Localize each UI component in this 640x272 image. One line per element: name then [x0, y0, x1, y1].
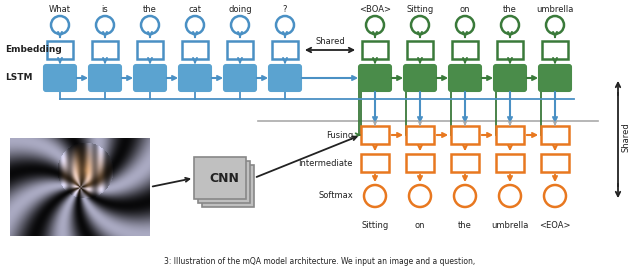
Circle shape [501, 16, 519, 34]
FancyBboxPatch shape [494, 65, 526, 91]
FancyBboxPatch shape [539, 65, 571, 91]
Text: <EOA>: <EOA> [540, 221, 571, 230]
Circle shape [366, 16, 384, 34]
Circle shape [546, 16, 564, 34]
Circle shape [96, 16, 114, 34]
Circle shape [544, 185, 566, 207]
Bar [361, 154, 389, 172]
FancyBboxPatch shape [202, 165, 254, 207]
Text: on: on [415, 221, 425, 230]
Text: Intermediate: Intermediate [298, 159, 353, 168]
Bar [407, 41, 433, 59]
Text: What: What [49, 5, 71, 14]
Text: Shared: Shared [315, 36, 345, 45]
FancyBboxPatch shape [179, 65, 211, 91]
Circle shape [364, 185, 386, 207]
Text: umbrella: umbrella [492, 221, 529, 230]
Bar [47, 41, 73, 59]
Text: umbrella: umbrella [536, 5, 573, 14]
Bar [406, 154, 434, 172]
FancyBboxPatch shape [359, 65, 391, 91]
Text: <BOA>: <BOA> [359, 5, 391, 14]
FancyBboxPatch shape [269, 65, 301, 91]
Text: ?: ? [283, 5, 287, 14]
Circle shape [456, 16, 474, 34]
Text: Embedding: Embedding [5, 45, 61, 54]
Bar [92, 41, 118, 59]
Circle shape [454, 185, 476, 207]
Text: CNN: CNN [209, 172, 239, 184]
Bar [406, 126, 434, 144]
Text: cat: cat [189, 5, 202, 14]
FancyBboxPatch shape [89, 65, 121, 91]
Text: is: is [102, 5, 108, 14]
FancyBboxPatch shape [44, 65, 76, 91]
Text: Sitting: Sitting [406, 5, 434, 14]
FancyBboxPatch shape [198, 161, 250, 203]
Bar [452, 41, 478, 59]
Bar [272, 41, 298, 59]
Bar [451, 126, 479, 144]
Circle shape [186, 16, 204, 34]
Bar [496, 154, 524, 172]
Bar [541, 126, 569, 144]
Text: LSTM: LSTM [5, 73, 33, 82]
Bar [542, 41, 568, 59]
Text: the: the [143, 5, 157, 14]
Text: doing: doing [228, 5, 252, 14]
Circle shape [411, 16, 429, 34]
Text: Shared: Shared [621, 122, 630, 152]
FancyBboxPatch shape [194, 157, 246, 199]
Text: Sitting: Sitting [362, 221, 388, 230]
Bar [227, 41, 253, 59]
Bar [182, 41, 208, 59]
Text: the: the [458, 221, 472, 230]
Bar [496, 126, 524, 144]
Circle shape [141, 16, 159, 34]
FancyBboxPatch shape [449, 65, 481, 91]
FancyBboxPatch shape [134, 65, 166, 91]
Text: Fusing: Fusing [326, 131, 353, 140]
Bar [497, 41, 523, 59]
Circle shape [51, 16, 69, 34]
FancyBboxPatch shape [224, 65, 256, 91]
Bar [137, 41, 163, 59]
Bar [362, 41, 388, 59]
Bar [541, 154, 569, 172]
Text: Softmax: Softmax [318, 191, 353, 200]
Text: the: the [503, 5, 517, 14]
Circle shape [499, 185, 521, 207]
Circle shape [231, 16, 249, 34]
Text: on: on [460, 5, 470, 14]
Circle shape [276, 16, 294, 34]
Circle shape [409, 185, 431, 207]
Bar [361, 126, 389, 144]
Text: 3: Illustration of the mQA model architecture. We input an image and a question,: 3: Illustration of the mQA model archite… [164, 258, 476, 267]
FancyBboxPatch shape [404, 65, 436, 91]
Bar [451, 154, 479, 172]
